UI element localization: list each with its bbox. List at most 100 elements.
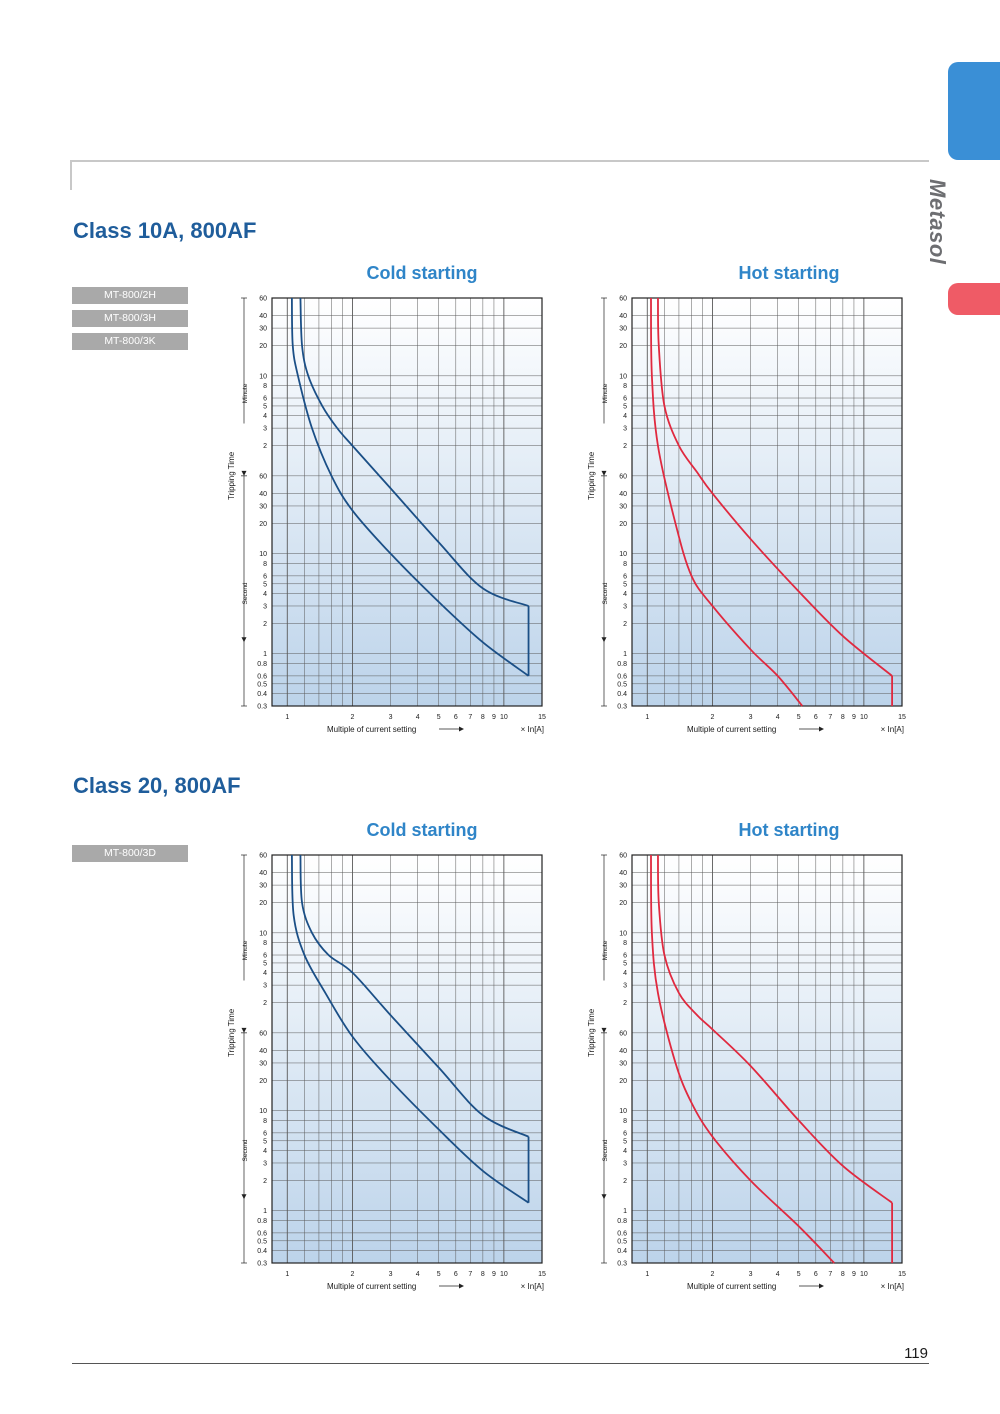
y-tick-label-minute: 10 bbox=[619, 930, 627, 937]
y-tick-label-minute: 20 bbox=[619, 343, 627, 350]
x-axis-arrowhead bbox=[819, 1283, 824, 1289]
x-tick-label: 9 bbox=[852, 1271, 856, 1278]
x-tick-label: 6 bbox=[814, 1271, 818, 1278]
x-axis-arrowhead bbox=[819, 726, 824, 732]
x-tick-label: 10 bbox=[500, 714, 508, 721]
y-tick-label-second: 10 bbox=[619, 551, 627, 558]
trip-curve-upper bbox=[299, 854, 529, 1138]
y-group-minute-label: Minute bbox=[242, 940, 249, 960]
trip-curve-lower bbox=[650, 854, 835, 1264]
y-tick-label-second: 3 bbox=[623, 1160, 627, 1167]
y-group-second-label: Second bbox=[602, 1139, 609, 1161]
x-tick-label: 15 bbox=[538, 1271, 546, 1278]
y-tick-label-second: 0.3 bbox=[257, 704, 267, 711]
side-tab-accent bbox=[948, 62, 1000, 160]
x-axis-label: Multiple of current setting bbox=[327, 1282, 416, 1291]
x-tick-label: 5 bbox=[437, 1271, 441, 1278]
x-tick-label: 5 bbox=[437, 714, 441, 721]
y-tick-label-second: 30 bbox=[619, 1060, 627, 1067]
y-tick-label-second: 0.5 bbox=[617, 1238, 627, 1245]
chart-title: Hot starting bbox=[738, 820, 840, 840]
y-tick-label-minute: 8 bbox=[623, 940, 627, 947]
x-tick-label: 7 bbox=[468, 1271, 472, 1278]
x-axis-unit-label: × In[A] bbox=[521, 1282, 544, 1291]
y-tick-label-second: 1 bbox=[623, 651, 627, 658]
y-tick-label-second: 60 bbox=[259, 473, 267, 480]
y-tick-label-minute: 60 bbox=[619, 296, 627, 303]
x-axis-label: Multiple of current setting bbox=[327, 725, 416, 734]
y-tick-label-second: 0.6 bbox=[257, 1230, 267, 1237]
y-tick-label-second: 60 bbox=[619, 473, 627, 480]
x-tick-label: 3 bbox=[749, 714, 753, 721]
y-tick-label-second: 0.8 bbox=[257, 661, 267, 668]
x-tick-label: 1 bbox=[645, 1271, 649, 1278]
bracket-arrow bbox=[241, 1194, 247, 1200]
trip-curve-upper bbox=[657, 854, 893, 1204]
y-tick-label-second: 30 bbox=[619, 503, 627, 510]
y-group-minute-label: Minute bbox=[242, 383, 249, 403]
y-tick-label-minute: 30 bbox=[619, 883, 627, 890]
x-tick-label: 7 bbox=[468, 714, 472, 721]
footer-rule bbox=[72, 1363, 929, 1364]
x-tick-label: 4 bbox=[776, 1271, 780, 1278]
y-tick-label-second: 2 bbox=[623, 621, 627, 628]
trip-curve-chart-class10a-hot: 6040302010865432604030201086543210.80.60… bbox=[587, 296, 906, 735]
y-tick-label-second: 8 bbox=[263, 561, 267, 568]
y-axis-label: Tripping Time bbox=[587, 1008, 596, 1057]
y-tick-label-second: 10 bbox=[259, 1108, 267, 1115]
x-tick-label: 5 bbox=[797, 714, 801, 721]
y-tick-label-second: 3 bbox=[263, 603, 267, 610]
plot-frame bbox=[631, 297, 903, 707]
x-tick-label: 1 bbox=[285, 714, 289, 721]
bracket-arrow bbox=[241, 1027, 247, 1033]
y-tick-label-second: 40 bbox=[259, 1048, 267, 1055]
x-axis-label: Multiple of current setting bbox=[687, 1282, 776, 1291]
x-tick-label: 10 bbox=[500, 1271, 508, 1278]
y-tick-label-minute: 8 bbox=[263, 940, 267, 947]
y-tick-label-minute: 6 bbox=[263, 953, 267, 960]
x-tick-label: 6 bbox=[454, 714, 458, 721]
y-tick-label-minute: 4 bbox=[623, 413, 627, 420]
plot-frame bbox=[631, 854, 903, 1264]
trip-curve-chart-class20-hot: 6040302010865432604030201086543210.80.60… bbox=[587, 853, 906, 1292]
y-tick-label-second: 0.8 bbox=[617, 1218, 627, 1225]
page-number: 119 bbox=[904, 1345, 928, 1362]
y-tick-label-minute: 2 bbox=[623, 1000, 627, 1007]
y-tick-label-second: 1 bbox=[263, 651, 267, 658]
y-tick-label-minute: 5 bbox=[263, 403, 267, 410]
x-tick-label: 2 bbox=[351, 1271, 355, 1278]
y-tick-label-second: 3 bbox=[623, 603, 627, 610]
x-tick-label: 15 bbox=[898, 714, 906, 721]
y-tick-label-second: 4 bbox=[623, 591, 627, 598]
section-title-class-10a: Class 10A, 800AF bbox=[73, 218, 257, 243]
y-tick-label-second: 30 bbox=[259, 1060, 267, 1067]
y-tick-label-minute: 40 bbox=[619, 870, 627, 877]
x-tick-label: 4 bbox=[776, 714, 780, 721]
x-tick-label: 5 bbox=[797, 1271, 801, 1278]
x-tick-label: 4 bbox=[416, 714, 420, 721]
y-tick-label-minute: 10 bbox=[259, 930, 267, 937]
y-tick-label-second: 0.3 bbox=[617, 704, 627, 711]
y-tick-label-second: 5 bbox=[623, 1138, 627, 1145]
bracket-arrow bbox=[241, 470, 247, 476]
y-tick-label-second: 8 bbox=[263, 1118, 267, 1125]
x-axis-unit-label: × In[A] bbox=[881, 725, 904, 734]
plot-frame bbox=[271, 297, 543, 707]
x-axis-unit-label: × In[A] bbox=[521, 725, 544, 734]
y-tick-label-second: 6 bbox=[263, 573, 267, 580]
x-tick-label: 7 bbox=[828, 1271, 832, 1278]
y-tick-label-second: 0.4 bbox=[617, 691, 627, 698]
x-tick-label: 15 bbox=[538, 714, 546, 721]
y-tick-label-second: 6 bbox=[623, 1130, 627, 1137]
trip-curve-upper bbox=[299, 297, 529, 607]
y-tick-label-second: 0.6 bbox=[617, 1230, 627, 1237]
x-tick-label: 9 bbox=[492, 714, 496, 721]
y-tick-label-minute: 40 bbox=[619, 313, 627, 320]
y-tick-label-second: 0.6 bbox=[257, 673, 267, 680]
plot-background bbox=[272, 855, 542, 1263]
x-tick-label: 3 bbox=[389, 1271, 393, 1278]
y-tick-label-minute: 3 bbox=[623, 983, 627, 990]
plot-background bbox=[632, 855, 902, 1263]
y-tick-label-second: 8 bbox=[623, 1118, 627, 1125]
x-tick-label: 9 bbox=[492, 1271, 496, 1278]
